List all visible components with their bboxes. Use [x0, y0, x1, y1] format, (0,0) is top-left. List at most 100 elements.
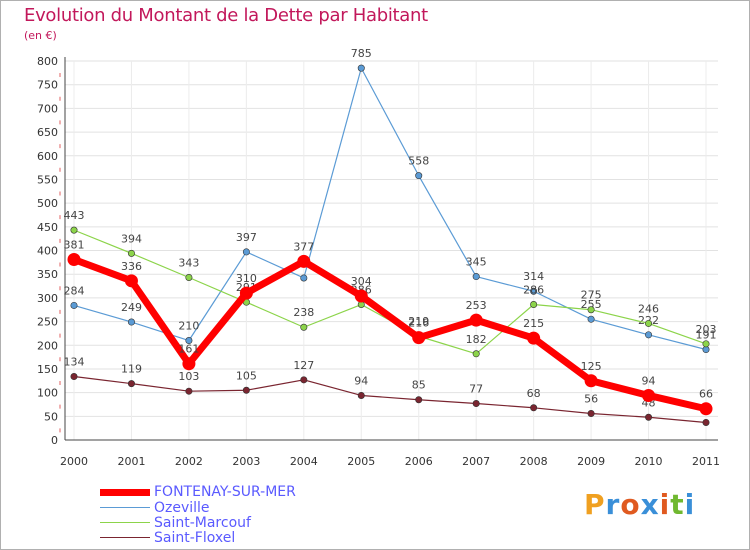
logo-letter: r — [605, 488, 621, 521]
x-tick-label: 2007 — [462, 455, 490, 468]
data-label: 161 — [178, 343, 199, 356]
data-label: 336 — [121, 260, 142, 273]
data-point — [297, 254, 311, 268]
x-tick-label: 2003 — [232, 455, 260, 468]
y-tick-label: 0 — [51, 434, 58, 447]
y-tick-label: 800 — [37, 55, 58, 68]
data-point — [300, 323, 308, 331]
data-label: 94 — [354, 374, 368, 387]
series-line — [73, 67, 707, 351]
data-point — [185, 387, 193, 395]
data-point — [124, 274, 138, 288]
data-point — [70, 226, 78, 234]
logo-letter: x — [640, 488, 660, 521]
data-point — [182, 357, 196, 371]
data-point — [127, 249, 135, 257]
data-label: 85 — [412, 379, 426, 392]
data-label: 203 — [696, 323, 717, 336]
legend-label: Ozeville — [154, 500, 210, 516]
data-point — [642, 388, 656, 402]
data-label: 105 — [236, 369, 257, 382]
x-tick-label: 2008 — [520, 455, 548, 468]
data-label: 77 — [469, 383, 483, 396]
data-point — [300, 274, 308, 282]
data-label: 397 — [236, 231, 257, 244]
data-point — [239, 286, 253, 300]
data-label: 253 — [466, 299, 487, 312]
data-label: 275 — [581, 289, 602, 302]
y-tick-label: 600 — [37, 150, 58, 163]
data-point — [127, 318, 135, 326]
logo-letter: P — [584, 488, 606, 521]
data-point — [584, 374, 598, 388]
data-label: 304 — [351, 275, 372, 288]
data-point — [472, 273, 480, 281]
data-label: 249 — [121, 301, 142, 314]
data-point — [645, 331, 653, 339]
x-tick-label: 2011 — [692, 455, 720, 468]
data-point — [645, 413, 653, 421]
data-label: 68 — [527, 387, 541, 400]
data-label: 394 — [121, 232, 142, 245]
x-tick-label: 2002 — [175, 455, 203, 468]
data-point — [587, 409, 595, 417]
data-label: 134 — [64, 356, 85, 369]
data-label: 314 — [523, 270, 544, 283]
y-tick-label: 50 — [44, 410, 58, 423]
series-line — [70, 256, 710, 413]
data-point — [242, 386, 250, 394]
y-tick-label: 400 — [37, 245, 58, 258]
data-point — [469, 313, 483, 327]
data-label: 381 — [64, 239, 85, 252]
data-label: 443 — [64, 209, 85, 222]
data-point — [472, 400, 480, 408]
data-label: 216 — [408, 317, 429, 330]
data-label: 94 — [642, 374, 656, 387]
data-label: 219 — [408, 315, 429, 328]
data-label: 255 — [581, 298, 602, 311]
data-label: 238 — [293, 306, 314, 319]
y-tick-label: 550 — [37, 173, 58, 186]
y-tick-label: 700 — [37, 102, 58, 115]
legend-label: Saint-Floxel — [154, 530, 236, 546]
legend-swatch — [100, 507, 150, 508]
logo-letter: i — [659, 488, 671, 521]
data-label: 119 — [121, 363, 142, 376]
legend-swatch — [100, 489, 150, 496]
data-point — [702, 418, 710, 426]
data-point — [699, 402, 713, 416]
data-point — [415, 396, 423, 404]
data-label: 246 — [638, 302, 659, 315]
data-label: 56 — [584, 392, 598, 405]
chart-title: Evolution du Montant de la Dette par Hab… — [24, 5, 428, 26]
y-tick-label: 350 — [37, 268, 58, 281]
data-point — [70, 373, 78, 381]
data-point — [587, 315, 595, 323]
series-line — [73, 375, 707, 424]
data-label: 785 — [351, 47, 372, 60]
data-point — [354, 289, 368, 303]
x-tick-label: 2001 — [117, 455, 145, 468]
legend-label: Saint-Marcouf — [154, 515, 251, 531]
x-tick-label: 2000 — [60, 455, 88, 468]
x-tick-label: 2010 — [635, 455, 663, 468]
data-point — [472, 350, 480, 358]
proxiti-logo: Proxiti — [584, 488, 695, 521]
x-tick-label: 2006 — [405, 455, 433, 468]
data-point — [70, 301, 78, 309]
data-point — [127, 380, 135, 388]
data-point — [67, 253, 81, 267]
y-tick-label: 450 — [37, 221, 58, 234]
data-point — [587, 306, 595, 314]
data-point — [300, 376, 308, 384]
data-point — [412, 331, 426, 345]
data-label: 286 — [523, 284, 544, 297]
data-label: 377 — [293, 240, 314, 253]
logo-letter: i — [684, 488, 696, 521]
data-label: 310 — [236, 272, 257, 285]
logo-letter: t — [670, 488, 685, 521]
data-label: 343 — [178, 257, 199, 270]
data-label: 182 — [466, 333, 487, 346]
data-point — [530, 287, 538, 295]
